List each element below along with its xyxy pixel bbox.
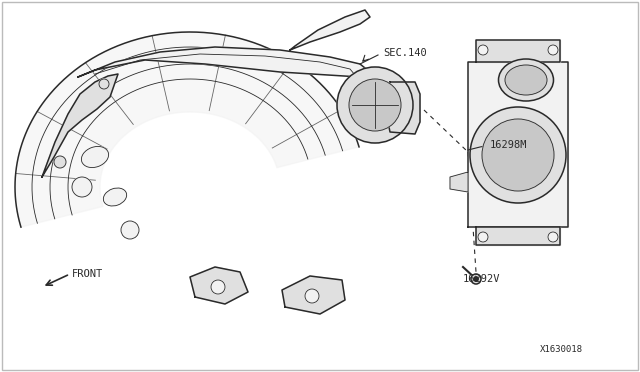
Polygon shape xyxy=(468,62,568,227)
Polygon shape xyxy=(42,74,118,177)
Text: 16298M: 16298M xyxy=(490,140,527,150)
Circle shape xyxy=(470,107,566,203)
Text: 16292V: 16292V xyxy=(463,274,500,284)
Circle shape xyxy=(337,67,413,143)
Polygon shape xyxy=(290,10,370,50)
Circle shape xyxy=(211,280,225,294)
Ellipse shape xyxy=(103,188,127,206)
Circle shape xyxy=(478,45,488,55)
Circle shape xyxy=(305,289,319,303)
Circle shape xyxy=(482,119,554,191)
Circle shape xyxy=(471,274,481,284)
Text: FRONT: FRONT xyxy=(72,269,103,279)
Polygon shape xyxy=(476,40,560,62)
Circle shape xyxy=(72,177,92,197)
Polygon shape xyxy=(15,32,359,227)
Ellipse shape xyxy=(81,147,109,167)
Text: SEC.140: SEC.140 xyxy=(383,48,427,58)
Polygon shape xyxy=(340,87,392,124)
Circle shape xyxy=(54,156,66,168)
Circle shape xyxy=(349,79,401,131)
Circle shape xyxy=(478,232,488,242)
Polygon shape xyxy=(282,276,345,314)
Circle shape xyxy=(548,232,558,242)
Polygon shape xyxy=(476,227,560,245)
Polygon shape xyxy=(450,172,468,192)
Circle shape xyxy=(99,79,109,89)
Circle shape xyxy=(548,45,558,55)
Polygon shape xyxy=(385,82,420,134)
Ellipse shape xyxy=(499,59,554,101)
Ellipse shape xyxy=(505,65,547,95)
Text: X1630018: X1630018 xyxy=(540,346,583,355)
Polygon shape xyxy=(78,47,370,77)
Polygon shape xyxy=(190,267,248,304)
Circle shape xyxy=(121,221,139,239)
Circle shape xyxy=(474,277,478,281)
